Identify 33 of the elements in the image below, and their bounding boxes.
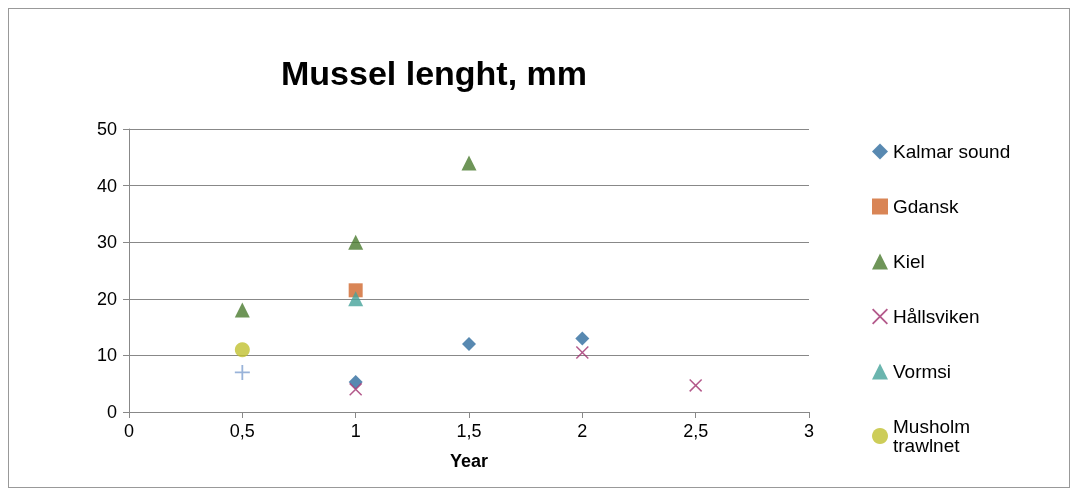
point <box>462 337 476 352</box>
point <box>234 302 250 318</box>
x-axis-title: Year <box>449 451 489 471</box>
y-tick-label: 0 <box>106 402 117 422</box>
point <box>348 234 364 250</box>
x-tick-label: 3 <box>803 421 815 441</box>
x-tick-label: 0 <box>123 421 135 441</box>
point <box>348 291 364 307</box>
x-tick-label: 2,5 <box>683 421 709 441</box>
point <box>348 283 363 298</box>
point <box>234 342 250 358</box>
y-tick-label: 50 <box>96 119 117 139</box>
x-tick-label: 1 <box>350 421 361 441</box>
x-tick-label: 2 <box>577 421 588 441</box>
y-tick-label: 10 <box>96 345 117 366</box>
x-tick-label: 1,5 <box>456 421 482 441</box>
legend-label: Vormsi <box>893 361 952 382</box>
legend-label: Hållsviken <box>893 306 980 327</box>
legend-label: Kiel <box>893 251 925 272</box>
legend-label: Musholm trawlnet <box>893 416 976 456</box>
point <box>234 364 250 380</box>
x-tick-label: 0,5 <box>229 421 255 441</box>
point <box>575 346 589 360</box>
y-tick-label: 30 <box>96 232 117 253</box>
point <box>575 331 590 346</box>
point <box>349 382 363 396</box>
chart-title: Mussel lenght, mm <box>280 54 588 92</box>
legend-label: Gdansk <box>893 196 959 217</box>
point <box>461 155 477 171</box>
point <box>689 378 703 392</box>
legend-label: Kalmar sound <box>893 141 1011 162</box>
y-tick-label: 20 <box>96 288 117 309</box>
y-tick-label: 40 <box>96 175 117 196</box>
